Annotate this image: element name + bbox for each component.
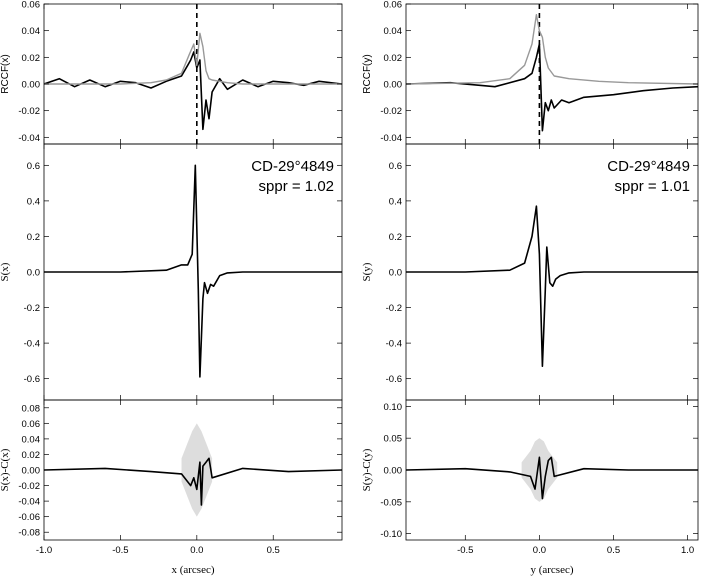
y-tick-label: -0.04 [380, 133, 402, 144]
y-axis-label: RCCF(x) [0, 54, 11, 93]
y-tick-label: 0.00 [384, 80, 403, 91]
y-axis-label: S(x) [0, 262, 11, 281]
y-tick-label: 0.06 [384, 0, 403, 11]
spread-band [181, 423, 213, 517]
star-name-label: CD-29°4849 [607, 158, 690, 175]
y-tick-label: 0.02 [22, 53, 41, 64]
y-tick-label: 0.08 [22, 403, 41, 414]
y-tick-label: 0.06 [22, 0, 41, 11]
series-line-0 [406, 456, 698, 500]
y-tick-label: -0.02 [18, 481, 40, 492]
series-line-0 [406, 205, 698, 367]
y-tick-label: -0.6 [386, 374, 402, 385]
y-tick-label: -0.02 [380, 106, 402, 117]
y-tick-label: 0.4 [27, 196, 40, 207]
sppr-label: sppr = 1.02 [259, 178, 334, 195]
y-tick-label: 0.04 [22, 26, 41, 37]
y-tick-label: 0.6 [27, 161, 40, 172]
panel-right-middle: -0.6 -0.4 -0.2 0.0 0.2 0.4 0.6 S(y) CD-29°4849 sp… [361, 143, 699, 401]
x-axis-label: y (arcsec) [530, 564, 573, 576]
panel-left-middle: -0.6 -0.4 -0.2 0.0 0.2 0.4 0.6 S(x) CD-29°4849 sp… [0, 143, 343, 401]
x-tick-label: -0.5 [457, 545, 473, 556]
y-tick-label: 0.6 [389, 161, 402, 172]
y-tick-label: 0.02 [22, 450, 41, 461]
series-line-0 [44, 164, 342, 378]
star-name-label: CD-29°4849 [251, 158, 334, 175]
x-tick-label: 0.0 [533, 545, 546, 556]
y-tick-label: -0.2 [386, 303, 402, 314]
y-tick-label: -0.02 [18, 106, 40, 117]
y-tick-label: 0.4 [389, 196, 402, 207]
y-tick-label: 0.05 [384, 434, 403, 445]
y-tick-label: 0.04 [22, 434, 41, 445]
x-tick-label: 1.0 [681, 545, 694, 556]
y-axis-label: S(y)-C(y) [361, 448, 373, 491]
sppr-label: sppr = 1.01 [615, 178, 690, 195]
series-line-0 [44, 457, 342, 506]
y-tick-label: -0.04 [18, 133, 40, 144]
y-tick-label: 0.00 [384, 466, 403, 477]
x-tick-label: 0.5 [267, 545, 280, 556]
panel-right-top: -0.04 -0.02 0.00 0.02 0.04 0.06 RCCF(y) [362, 0, 699, 145]
series-line-0 [44, 51, 342, 131]
y-tick-label: -0.04 [18, 497, 40, 508]
y-tick-label: 0.2 [389, 232, 402, 243]
y-tick-label: -0.06 [18, 512, 40, 523]
x-tick-label: 0.5 [607, 545, 620, 556]
y-tick-label: 0.0 [389, 268, 402, 279]
y-tick-label: -0.4 [386, 339, 402, 350]
x-tick-label: 0.0 [190, 545, 203, 556]
y-tick-label: -0.6 [24, 374, 40, 385]
panel-right-bottom: -0.10 -0.05 0.00 0.05 0.10 -0.5 0.0 0.5 1.0 S(y)-… [361, 399, 699, 576]
y-tick-label: 0.06 [22, 419, 41, 430]
panel-left-top: -0.04 -0.02 0.00 0.02 0.04 0.06 RCCF(x) [0, 0, 343, 145]
y-tick-label: 0.10 [384, 402, 403, 413]
y-tick-label: -0.2 [24, 303, 40, 314]
plot-frame [43, 3, 343, 145]
y-tick-label: 0.02 [384, 53, 403, 64]
panel-left-bottom: -0.08 -0.06 -0.04 -0.02 0.00 0.02 0.04 0.06 0.08… [0, 399, 343, 576]
y-axis-label: RCCF(y) [362, 54, 373, 93]
x-axis-label: x (arcsec) [171, 564, 214, 576]
y-tick-label: -0.10 [380, 529, 402, 540]
series-line-0 [406, 43, 698, 132]
x-tick-label: -1.0 [36, 545, 52, 556]
series-line-1 [44, 32, 342, 85]
series-line-1 [406, 14, 698, 85]
y-tick-label: -0.08 [18, 528, 40, 539]
y-tick-label: -0.4 [24, 339, 40, 350]
x-tick-label: -0.5 [112, 545, 128, 556]
y-tick-label: 0.0 [27, 268, 40, 279]
spread-band [521, 438, 558, 502]
y-tick-label: 0.00 [22, 466, 41, 477]
y-axis-label: S(x)-C(x) [0, 448, 11, 491]
y-tick-label: 0.00 [22, 80, 41, 91]
y-axis-label: S(y) [361, 262, 373, 281]
y-tick-label: -0.05 [380, 497, 402, 508]
y-tick-label: 0.04 [384, 26, 403, 37]
y-tick-label: 0.2 [27, 232, 40, 243]
